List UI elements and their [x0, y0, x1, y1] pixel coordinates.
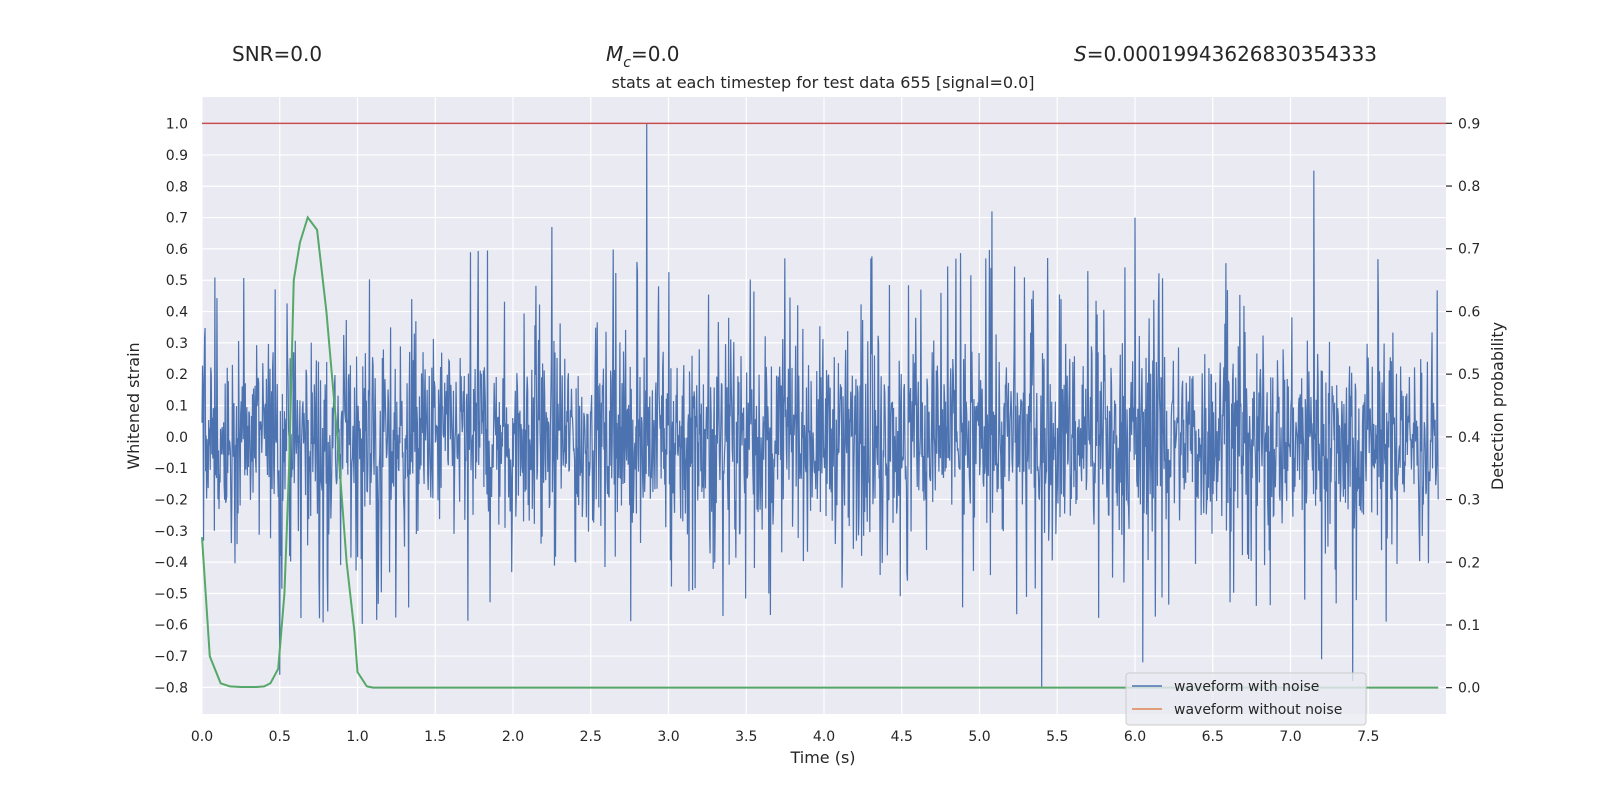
- x-tick-label: 0.5: [269, 729, 291, 745]
- x-tick-label: 2.5: [580, 729, 602, 745]
- y-tick-label: −0.4: [154, 555, 188, 571]
- y2-tick-label: 0.2: [1458, 555, 1480, 571]
- y2-tick-label: 0.0: [1458, 681, 1480, 697]
- y-tick-label: −0.2: [154, 492, 188, 508]
- chirp-mass-stat: Mc=0.0: [606, 42, 680, 71]
- x-tick-label: 0.0: [191, 729, 213, 745]
- y-tick-label: 0.4: [166, 305, 188, 321]
- y-tick-label: −0.6: [154, 618, 188, 634]
- chirp-mass-symbol: M: [606, 42, 623, 66]
- x-tick-label: 3.5: [735, 729, 757, 745]
- y-tick-label: 0.8: [166, 179, 188, 195]
- x-axis-label: Time (s): [789, 748, 855, 767]
- legend-box: [1125, 672, 1367, 726]
- x-tick-label: 4.5: [891, 729, 913, 745]
- y2-tick-label: 0.3: [1458, 493, 1480, 509]
- y2-tick-label: 0.7: [1458, 242, 1480, 258]
- y-tick-label: −0.8: [154, 680, 188, 696]
- y2-tick-label: 0.4: [1458, 430, 1480, 446]
- chirp-mass-value: =0.0: [631, 42, 680, 66]
- y2-tick-label: 0.1: [1458, 618, 1480, 634]
- y-tick-label: 0.2: [166, 367, 188, 383]
- legend-label-clean: waveform without noise: [1174, 702, 1342, 718]
- y-tick-label: 0.3: [166, 336, 188, 352]
- legend-label-noisy: waveform with noise: [1174, 679, 1319, 695]
- y2-tick-label: 0.9: [1458, 116, 1480, 132]
- snr-stat: SNR=0.0: [232, 42, 322, 66]
- noisy-waveform-series: [201, 123, 1439, 688]
- x-tick-label: 5.0: [968, 729, 990, 745]
- y-tick-label: 0.5: [166, 273, 188, 289]
- y-tick-label: 0.9: [166, 148, 188, 164]
- x-tick-label: 7.0: [1279, 729, 1301, 745]
- x-tick-label: 5.5: [1046, 729, 1068, 745]
- x-tick-label: 1.0: [346, 729, 368, 745]
- legend: waveform with noise waveform without noi…: [1125, 672, 1367, 726]
- y-tick-label: 0.0: [166, 430, 188, 446]
- x-tick-label: 2.0: [502, 729, 524, 745]
- y2-axis-ticks: 0.9 0.8 0.7 0.6 0.5 0.4 0.3 0.2 0.1 0.0: [1446, 116, 1480, 697]
- y-tick-label: 0.1: [166, 399, 188, 415]
- y2-tick-label: 0.6: [1458, 304, 1480, 320]
- y-tick-label: −0.3: [154, 524, 188, 540]
- y2-axis-label: Detection probability: [1488, 322, 1507, 490]
- x-tick-label: 7.5: [1357, 729, 1379, 745]
- y-axis-ticks: 1.0 0.9 0.8 0.7 0.6 0.5 0.4 0.3 0.2 0.1 0.0 −0.1 −0.…: [154, 117, 188, 697]
- y-tick-label: 1.0: [166, 117, 188, 133]
- y2-tick-label: 0.5: [1458, 367, 1480, 383]
- x-tick-label: 6.0: [1124, 729, 1146, 745]
- y-tick-label: −0.7: [154, 649, 188, 665]
- y2-tick-label: 0.8: [1458, 179, 1480, 195]
- chart-title: stats at each timestep for test data 655…: [611, 73, 1034, 92]
- noisy-waveform-line: [201, 123, 1439, 688]
- y-tick-label: 0.6: [166, 242, 188, 258]
- x-tick-label: 6.5: [1202, 729, 1224, 745]
- chirp-mass-subscript: c: [623, 55, 631, 71]
- x-tick-label: 4.0: [813, 729, 835, 745]
- x-tick-label: 3.0: [657, 729, 679, 745]
- s-symbol: S: [1074, 42, 1087, 66]
- y-tick-label: −0.1: [154, 461, 188, 477]
- y-tick-label: −0.5: [154, 586, 188, 602]
- s-value: =0.00019943626830354333: [1087, 42, 1377, 66]
- s-stat: S=0.00019943626830354333: [1074, 42, 1377, 66]
- x-axis-ticks: 0.0 0.5 1.0 1.5 2.0 2.5 3.0 3.5 4.0 4.5 5.0 5.5 6.0 6…: [191, 729, 1380, 745]
- detection-probability-line: [201, 215, 1439, 689]
- y-tick-label: 0.7: [166, 211, 188, 227]
- x-tick-label: 1.5: [424, 729, 446, 745]
- y-axis-label: Whitened strain: [124, 342, 143, 469]
